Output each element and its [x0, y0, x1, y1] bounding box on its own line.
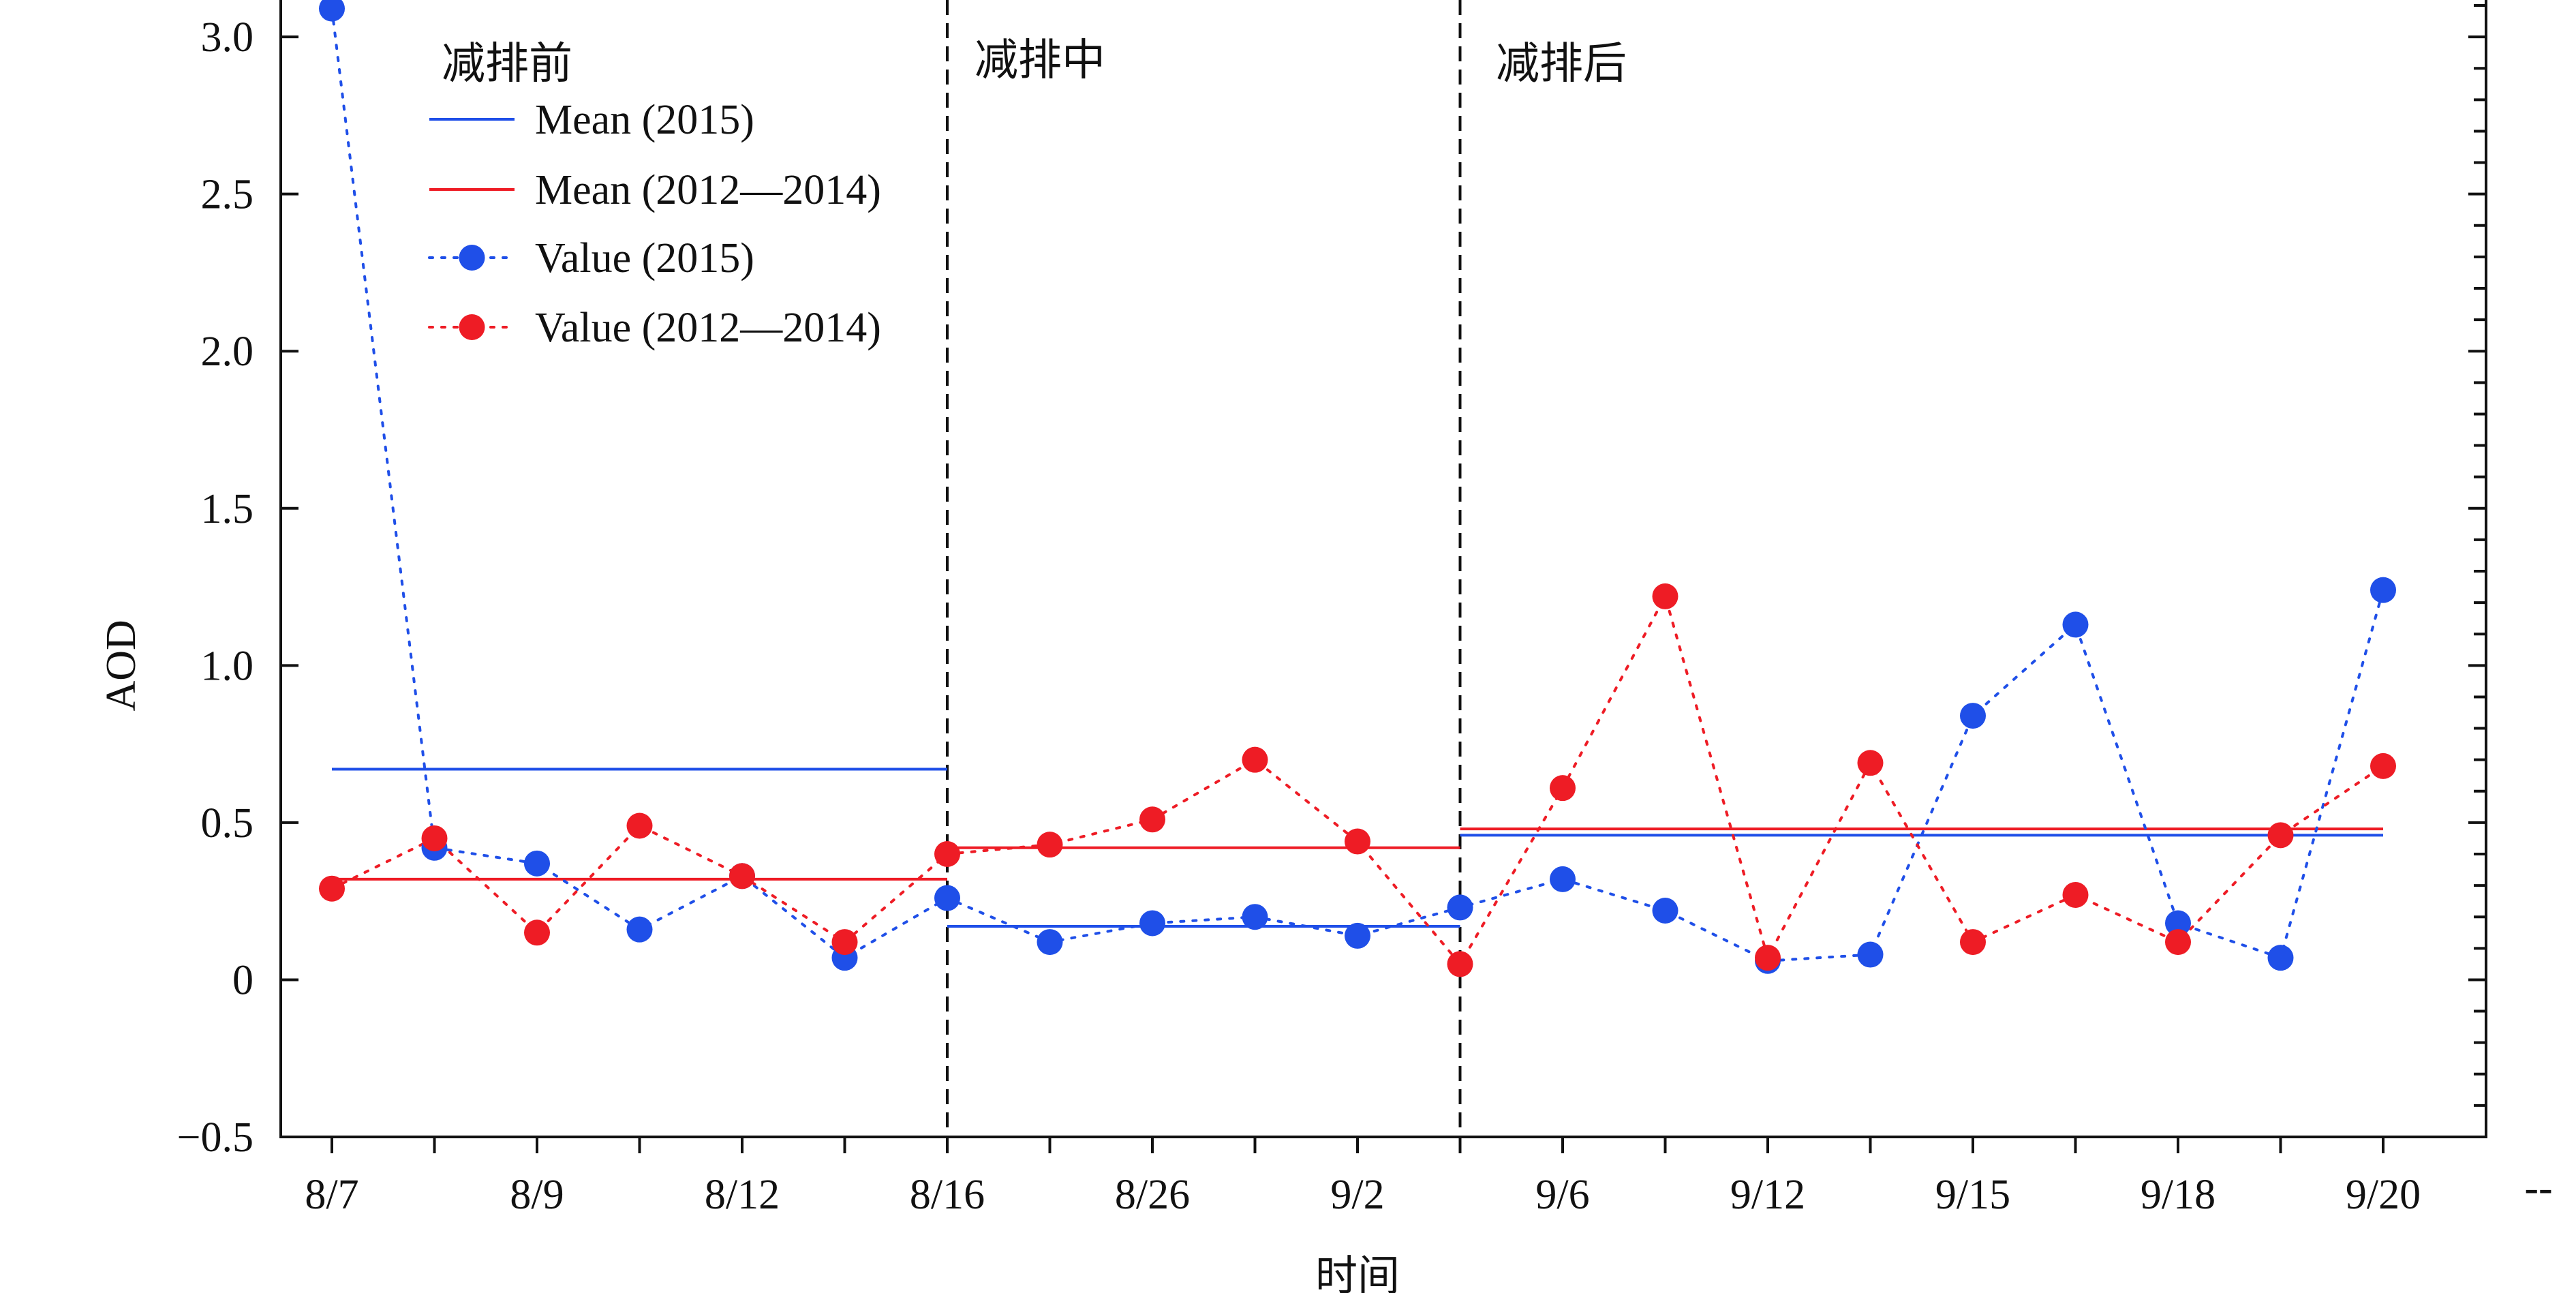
x-tick-label: 8/16: [910, 1172, 985, 1218]
x-tick-label: 9/6: [1535, 1172, 1589, 1218]
data-point: [2165, 910, 2191, 937]
data-point: [1857, 750, 1884, 776]
y-axis: 3.0 2.5 2.0 1.5 1.0 0.5 0 −0.5: [177, 14, 254, 1161]
y-tick-label: −0.5: [177, 1114, 254, 1161]
data-point: [2062, 881, 2089, 908]
y-axis-title: AOD: [98, 620, 144, 711]
data-point: [1345, 828, 1370, 855]
legend-label: Value (2012—2014): [535, 305, 881, 351]
data-point: [421, 825, 448, 851]
data-series: [319, 0, 2396, 977]
data-point: [2267, 945, 2294, 971]
y-tick-label: 0: [232, 957, 254, 1003]
x-tick-label: 8/26: [1115, 1172, 1190, 1218]
legend-swatch-marker: [459, 245, 485, 271]
phase-label: 减排前: [442, 39, 572, 89]
phase-label: 减排后: [1496, 39, 1627, 89]
data-point: [524, 919, 550, 946]
mean-lines: [332, 767, 2383, 928]
data-point: [1242, 746, 1268, 773]
y-tick-label: 2.5: [201, 172, 254, 218]
x-tick-label: 9/18: [2141, 1172, 2215, 1218]
y-tick-label: 1.5: [201, 486, 254, 532]
data-point: [1550, 866, 1576, 892]
phase-label: 减排中: [975, 35, 1105, 86]
data-point: [1960, 703, 1986, 729]
data-point: [1139, 910, 1165, 937]
series-line: [331, 7, 2385, 962]
x-tick-label: 8/12: [705, 1172, 780, 1218]
x-tick-label: 9/2: [1330, 1172, 1384, 1218]
y-tick-label: 3.0: [201, 14, 254, 61]
data-point: [1345, 922, 1370, 949]
data-point: [2370, 752, 2396, 779]
legend-label: Mean (2015): [535, 97, 754, 143]
data-point: [2165, 929, 2191, 956]
data-point: [1139, 806, 1165, 833]
data-point: [1652, 583, 1678, 609]
data-point: [626, 916, 653, 943]
x-axis-trailing-mark: --: [2524, 1165, 2552, 1211]
data-point: [2370, 577, 2396, 603]
x-tick-label: 9/12: [1730, 1172, 1805, 1218]
data-point: [626, 812, 653, 839]
plot-frame: [279, 0, 2487, 1138]
legend-swatch-marker: [459, 314, 485, 340]
legend: Mean (2015) Mean (2012—2014) Value (2015) V…: [428, 97, 881, 351]
data-point: [1755, 945, 1781, 971]
data-point: [1652, 898, 1678, 924]
data-point: [1037, 929, 1063, 956]
data-point: [524, 850, 550, 877]
data-point: [934, 885, 960, 911]
y-tick-label: 0.5: [201, 800, 254, 847]
data-point: [2062, 611, 2089, 638]
data-point: [1960, 929, 1986, 956]
legend-label: Mean (2012—2014): [535, 167, 881, 213]
data-point: [831, 929, 858, 956]
data-point: [1242, 904, 1268, 930]
data-point: [1857, 941, 1884, 968]
legend-label: Value (2015): [535, 235, 754, 282]
y-ticks: [281, 4, 2486, 1138]
x-axis: 8/7 8/9 8/12 8/16 8/26 9/2 9/6 9/12 9/15 9/18 9/20: [305, 1137, 2421, 1218]
y-tick-label: 1.0: [201, 643, 254, 689]
data-point: [934, 841, 960, 867]
data-point: [1550, 775, 1576, 802]
x-tick-label: 8/9: [510, 1172, 564, 1218]
x-axis-title: 时间: [1315, 1251, 1400, 1293]
data-point: [319, 0, 345, 22]
data-point: [2267, 822, 2294, 849]
data-point: [319, 875, 345, 902]
data-point: [1447, 894, 1473, 921]
data-point: [729, 863, 755, 889]
x-tick-label: 9/20: [2346, 1172, 2421, 1218]
data-point: [1447, 951, 1473, 977]
x-tick-label: 8/7: [305, 1172, 358, 1218]
x-tick-label: 9/15: [1935, 1172, 2010, 1218]
y-tick-label: 2.0: [201, 329, 254, 375]
data-point: [1037, 832, 1063, 858]
